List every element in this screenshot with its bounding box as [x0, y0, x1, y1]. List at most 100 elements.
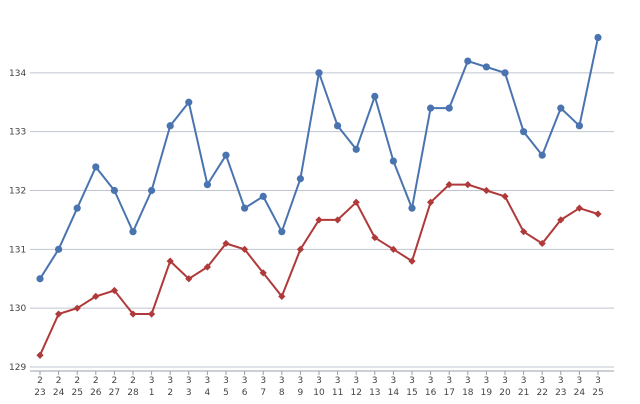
x-tick-day: 17 [443, 388, 454, 398]
data-point [408, 204, 416, 212]
x-tick-month: 2 [37, 376, 43, 386]
data-point [315, 216, 323, 224]
data-point [203, 181, 211, 189]
x-tick-month: 3 [223, 376, 229, 386]
data-point [148, 186, 156, 195]
data-point [73, 204, 81, 212]
x-tick-day: 23 [34, 388, 45, 398]
x-tick-month: 3 [595, 376, 601, 386]
data-point [352, 145, 360, 153]
data-point [55, 310, 63, 318]
x-tick-month: 2 [93, 376, 99, 386]
x-tick-month: 3 [205, 376, 211, 386]
x-tick-day: 22 [536, 388, 547, 398]
x-tick-day: 20 [499, 388, 511, 398]
x-tick-month: 3 [484, 376, 490, 386]
x-tick-day: 18 [462, 388, 474, 398]
x-tick-day: 25 [592, 388, 603, 398]
x-tick-month: 3 [353, 376, 359, 386]
data-point [259, 269, 267, 277]
series-2 [36, 181, 602, 359]
data-point [129, 228, 137, 236]
x-tick-month: 3 [298, 376, 304, 386]
data-point [501, 69, 509, 77]
data-point [296, 245, 304, 253]
data-point [166, 257, 174, 265]
data-point [241, 245, 249, 253]
x-tick-day: 16 [425, 388, 437, 398]
x-tick-day: 13 [369, 388, 380, 398]
x-tick-month: 3 [428, 376, 434, 386]
x-tick-month: 3 [167, 376, 173, 386]
data-point [538, 239, 546, 248]
data-point [73, 304, 81, 312]
data-point [501, 192, 509, 200]
x-tick-month: 3 [391, 376, 397, 386]
data-point [36, 275, 44, 283]
x-tick-day: 24 [53, 388, 65, 398]
data-point [464, 181, 472, 189]
x-tick-day: 14 [388, 388, 400, 398]
x-tick-day: 4 [205, 388, 211, 398]
x-tick-month: 3 [502, 376, 508, 386]
x-tick-month: 3 [409, 376, 415, 386]
data-point [520, 128, 528, 136]
x-tick-month: 3 [149, 376, 155, 386]
x-tick-month: 3 [372, 376, 378, 386]
x-tick-day: 7 [260, 388, 266, 398]
data-point [371, 92, 379, 100]
data-point [55, 245, 63, 253]
data-point [278, 228, 286, 236]
x-tick-day: 19 [481, 388, 493, 398]
x-tick-day: 15 [406, 388, 417, 398]
data-point [464, 57, 472, 65]
data-point [408, 257, 416, 265]
y-tick-label: 129 [9, 363, 26, 373]
x-tick-day: 12 [350, 388, 361, 398]
series-group [36, 33, 602, 359]
data-point [445, 104, 453, 112]
x-tick-day: 11 [332, 388, 343, 398]
data-point [594, 210, 602, 218]
x-tick-day: 24 [574, 388, 586, 398]
x-tick-day: 5 [223, 388, 229, 398]
x-tick-month: 3 [577, 376, 583, 386]
x-tick-month: 3 [316, 376, 322, 386]
data-point [334, 216, 342, 224]
x-axis-ticks: 2232242252262272283132333435363738393103… [34, 371, 604, 398]
data-point [557, 216, 565, 224]
data-point [315, 69, 323, 77]
data-point [575, 204, 583, 212]
data-point [427, 198, 435, 206]
y-tick-label: 134 [9, 69, 26, 79]
data-point [185, 275, 193, 283]
data-point [482, 63, 490, 71]
data-point [594, 33, 602, 42]
data-point [538, 151, 546, 159]
x-tick-day: 1 [149, 388, 155, 398]
data-point [334, 122, 342, 130]
x-tick-day: 2 [167, 388, 173, 398]
data-point [259, 192, 267, 200]
data-point [520, 228, 528, 236]
x-tick-month: 3 [521, 376, 527, 386]
data-point [371, 233, 379, 242]
data-point [185, 98, 193, 106]
x-tick-month: 2 [74, 376, 80, 386]
data-point [557, 104, 565, 112]
x-tick-day: 23 [555, 388, 566, 398]
x-tick-day: 28 [127, 388, 139, 398]
data-point [278, 292, 286, 300]
x-tick-month: 3 [186, 376, 192, 386]
x-tick-month: 3 [446, 376, 452, 386]
data-point [427, 104, 435, 112]
y-tick-label: 133 [9, 128, 26, 138]
data-point [222, 151, 230, 159]
data-point [36, 351, 44, 359]
data-point [241, 204, 249, 212]
data-point [389, 157, 397, 165]
data-point [110, 286, 118, 295]
data-point [575, 122, 584, 130]
